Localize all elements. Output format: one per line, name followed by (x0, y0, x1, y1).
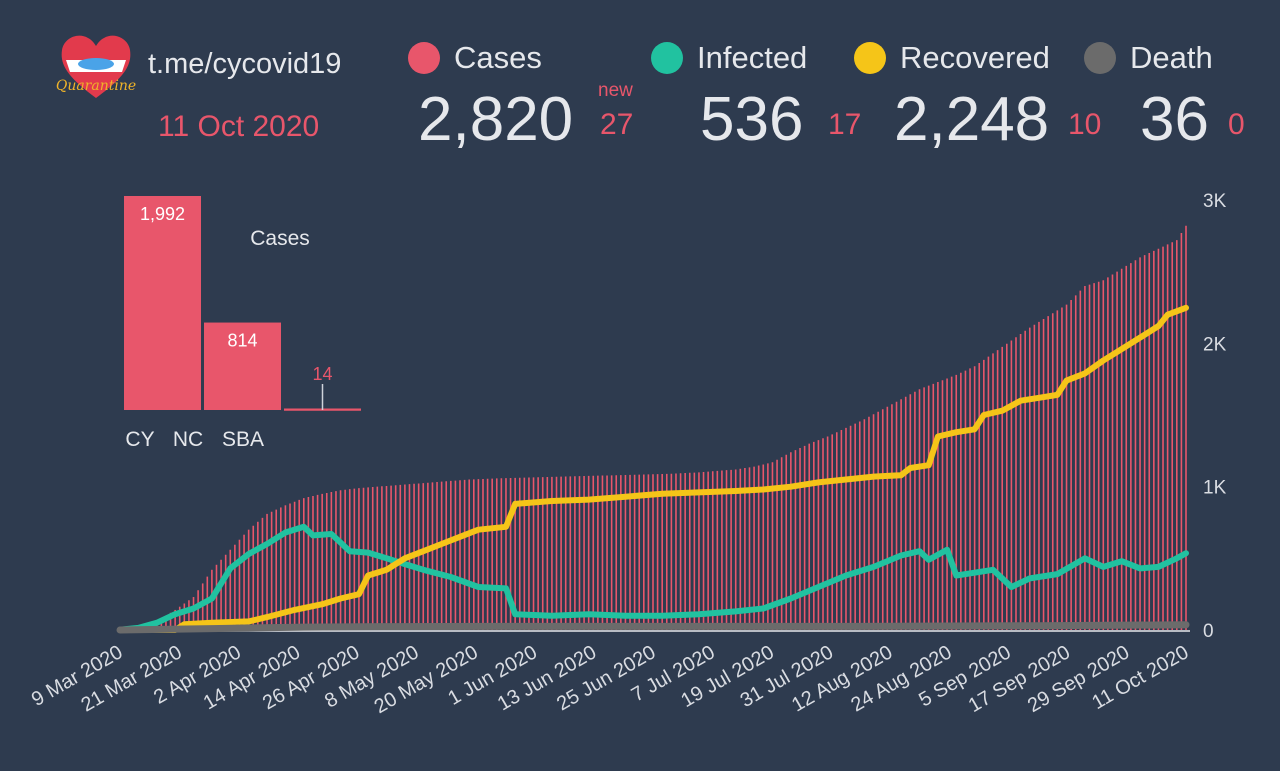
cases-dot-icon (408, 42, 440, 74)
quarantine-logo-icon: Quarantine (56, 35, 136, 98)
legend-cases: Cases (408, 40, 542, 76)
legend-cases-label: Cases (454, 40, 542, 75)
y-tick-label: 0 (1203, 621, 1214, 642)
recovered-total: 2,248 (894, 85, 1050, 154)
report-date: 11 Oct 2020 (158, 110, 320, 143)
infected-new: 17 (828, 108, 862, 141)
inset-chart-title: Cases (250, 227, 310, 250)
svg-text:Quarantine: Quarantine (56, 78, 136, 94)
recovered-line (117, 304, 1189, 633)
inset-bar-value: 814 (227, 331, 257, 351)
inset-category-label: CY (125, 428, 154, 451)
legend-recovered-label: Recovered (900, 40, 1050, 75)
legend-death: Death (1084, 40, 1213, 76)
death-new: 0 (1228, 108, 1245, 141)
legend-death-label: Death (1130, 40, 1213, 75)
y-tick-label: 1K (1203, 478, 1227, 499)
cases-total: 2,820 (418, 85, 574, 154)
y-tick-label: 2K (1203, 334, 1227, 355)
new-label: new (598, 80, 633, 101)
death-dot-icon (1084, 42, 1116, 74)
legend-recovered: Recovered (854, 40, 1050, 76)
channel-link[interactable]: t.me/cycovid19 (148, 48, 342, 80)
y-tick-label: 3K (1203, 191, 1227, 212)
legend-infected: Infected (651, 40, 807, 76)
inset-category-label: SBA (222, 428, 264, 451)
infected-total: 536 (700, 85, 804, 154)
legend-infected-label: Infected (697, 40, 808, 75)
inset-bar-value: 14 (312, 364, 332, 384)
inset-bar-cy (124, 196, 201, 410)
death-line (116, 621, 1190, 634)
cases-new: 27 (600, 108, 634, 141)
death-total: 36 (1140, 85, 1209, 154)
infected-dot-icon (651, 42, 683, 74)
inset-category-label: NC (173, 428, 203, 451)
inset-bar-value: 1,992 (140, 204, 185, 224)
recovered-new: 10 (1068, 108, 1102, 141)
recovered-dot-icon (854, 42, 886, 74)
inset-bar-nc (204, 322, 281, 410)
infected-line (117, 523, 1189, 633)
